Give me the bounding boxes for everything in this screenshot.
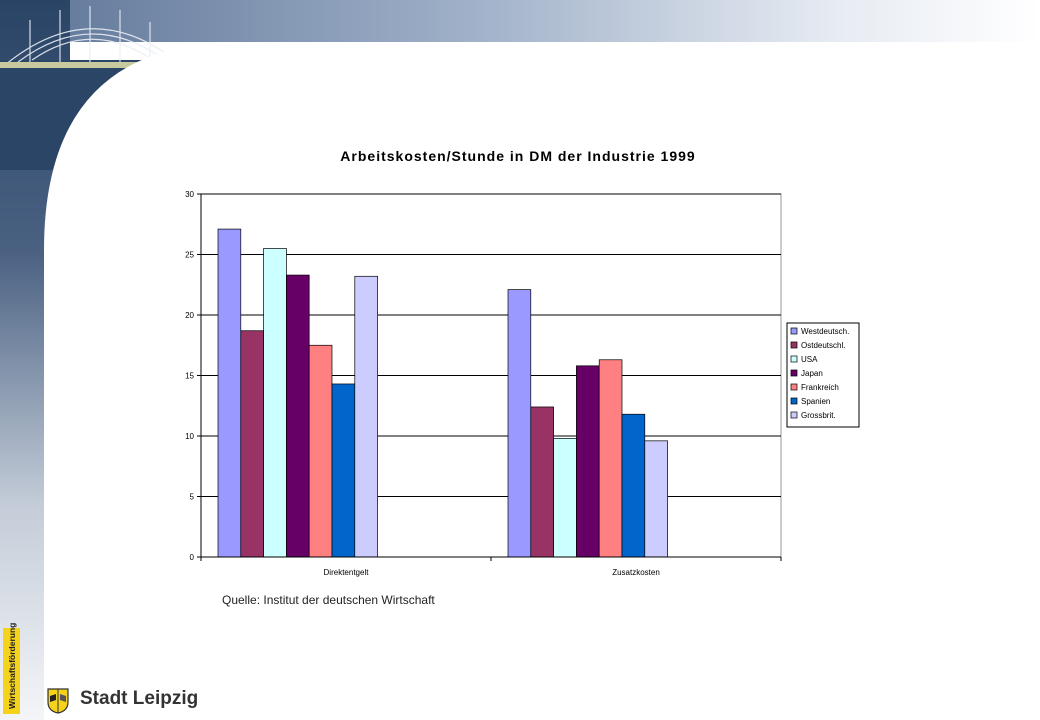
side-tag-label: Wirtschaftsförderung: [7, 622, 17, 709]
city-logo-text: Stadt Leipzig: [80, 688, 199, 709]
bar: [308, 344, 333, 558]
bar: [263, 248, 287, 558]
bar: [576, 365, 600, 558]
city-crest-icon: [47, 688, 69, 714]
legend-swatch: [790, 341, 798, 349]
legend-label: USA: [801, 355, 818, 364]
legend-swatch: [790, 397, 798, 405]
bar: [217, 228, 242, 558]
y-tick-label: 15: [185, 372, 194, 381]
y-tick-label: 5: [190, 493, 195, 502]
legend: Westdeutsch. Ostdeutschl. USA Japan Frankrei…: [786, 322, 860, 428]
bar: [354, 275, 378, 558]
legend-swatch: [790, 383, 798, 391]
chart-title: Arbeitskosten/Stunde in DM der Industrie…: [340, 148, 695, 164]
legend-label: Spanien: [801, 397, 830, 406]
x-axis-ticks: Direktentgelt Zusatzkosten: [200, 557, 782, 577]
bar: [331, 383, 356, 558]
legend-label: Grossbrit.: [801, 411, 836, 420]
legend-label: Japan: [801, 369, 823, 378]
x-tick-label: Zusatzkosten: [612, 568, 660, 577]
y-tick-label: 30: [185, 190, 194, 199]
y-tick-label: 20: [185, 311, 194, 320]
glass-hall-illustration: [4, 6, 176, 66]
bar: [553, 438, 577, 558]
legend-label: Ostdeutschl.: [801, 341, 845, 350]
x-tick-label: Direktentgelt: [324, 568, 370, 577]
y-tick-label: 0: [190, 553, 195, 562]
bar: [240, 330, 264, 558]
bar: [507, 289, 532, 558]
legend-swatch: [790, 369, 798, 377]
legend-label: Westdeutsch.: [801, 327, 849, 336]
bars: [217, 228, 668, 558]
y-axis-ticks: 0 5 10 15 20 25 30: [185, 190, 201, 562]
legend-swatch: [790, 411, 798, 419]
bar: [621, 413, 646, 558]
top-banner: [0, 0, 1040, 42]
side-tag: Wirtschaftsförderung: [3, 622, 20, 714]
y-tick-label: 25: [185, 251, 194, 260]
legend-label: Frankreich: [801, 383, 839, 392]
legend-swatch: [790, 327, 798, 335]
legend-swatch: [790, 355, 798, 363]
bar: [598, 359, 623, 558]
legend-box: [786, 322, 860, 428]
bar: [530, 406, 554, 558]
y-tick-label: 10: [185, 432, 194, 441]
source-note: Quelle: Institut der deutschen Wirtschaf…: [222, 593, 435, 607]
bar: [644, 440, 668, 558]
shore-line: [0, 62, 175, 68]
bar: [286, 274, 310, 558]
